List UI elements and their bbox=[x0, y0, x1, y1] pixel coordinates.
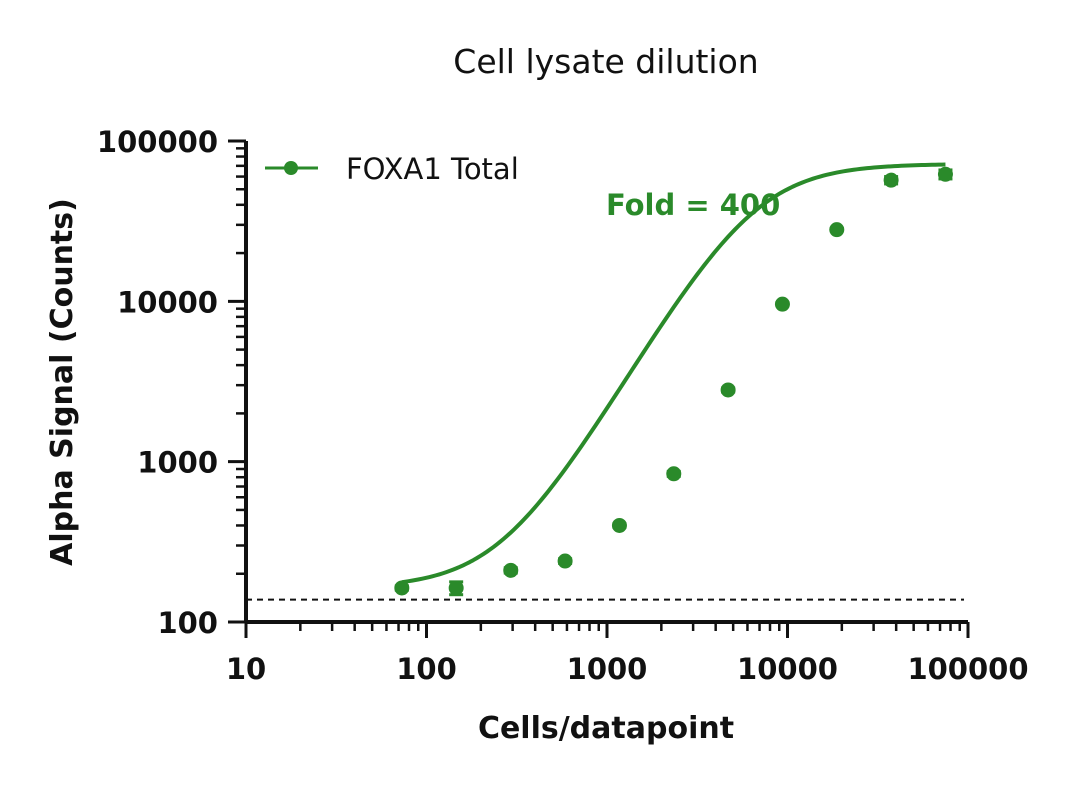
y-tick-label: 100 bbox=[157, 606, 218, 640]
plot-area bbox=[246, 162, 964, 601]
data-point bbox=[883, 172, 899, 188]
data-point bbox=[666, 466, 682, 482]
data-point bbox=[937, 166, 953, 182]
data-point bbox=[774, 296, 790, 312]
fit-curve bbox=[401, 162, 946, 585]
y-tick-label: 100000 bbox=[97, 125, 218, 159]
x-tick-label: 100 bbox=[396, 652, 457, 686]
data-point bbox=[557, 553, 573, 569]
chart-title: Cell lysate dilution bbox=[453, 42, 758, 81]
data-point bbox=[503, 562, 519, 578]
y-axis-title: Alpha Signal (Counts) bbox=[45, 198, 80, 566]
data-point bbox=[611, 517, 627, 533]
x-tick-label: 10000 bbox=[737, 652, 838, 686]
legend: FOXA1 Total bbox=[265, 152, 519, 186]
legend-swatch-marker bbox=[284, 161, 298, 175]
fold-annotation: Fold = 400 bbox=[606, 188, 780, 222]
y-tick-label: 1000 bbox=[137, 446, 218, 480]
data-point bbox=[448, 580, 464, 596]
y-tick-label: 10000 bbox=[117, 285, 218, 319]
data-point bbox=[720, 382, 736, 398]
data-point bbox=[829, 222, 845, 238]
legend-label: FOXA1 Total bbox=[346, 152, 519, 186]
x-axis-title: Cells/datapoint bbox=[478, 711, 734, 746]
x-tick-label: 100000 bbox=[907, 652, 1028, 686]
x-tick-label: 10 bbox=[226, 652, 266, 686]
data-point bbox=[394, 580, 410, 596]
x-tick-label: 1000 bbox=[567, 652, 648, 686]
